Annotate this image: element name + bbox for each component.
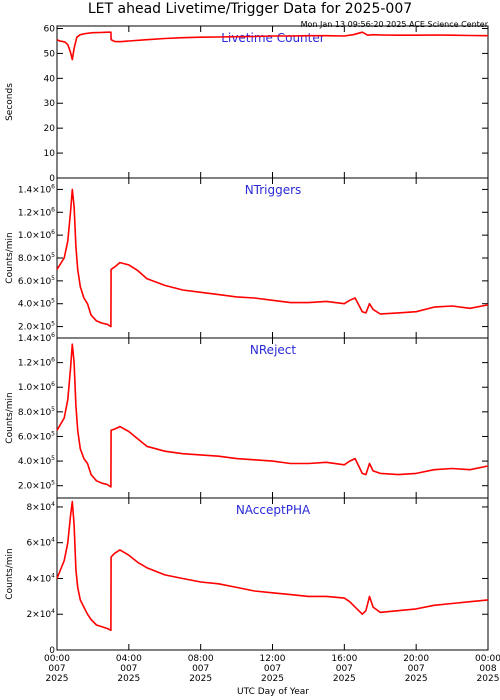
x-tick-label-doy: 007 xyxy=(336,664,353,674)
y-tick-exponent: 4 xyxy=(51,572,55,579)
x-tick-label-doy: 007 xyxy=(408,664,425,674)
panel-label: NReject xyxy=(250,343,296,357)
x-axis: 00:00007202504:00007202508:00007202512:0… xyxy=(44,654,500,684)
y-tick-label: 6.0×105 xyxy=(18,275,55,287)
plot-frame xyxy=(56,497,489,651)
y-tick-exponent: 5 xyxy=(51,252,55,259)
y-tick-label: 1.0×106 xyxy=(18,229,55,241)
x-tick-label-doy: 007 xyxy=(48,664,65,674)
plot-frame xyxy=(56,177,489,339)
y-tick-exponent: 4 xyxy=(51,608,55,615)
y-tick-label: 60 xyxy=(44,24,56,34)
y-tick-label: 40 xyxy=(44,74,56,84)
x-tick-label-year: 2025 xyxy=(46,674,69,684)
y-axis-label: Counts/min xyxy=(5,232,15,283)
panel-label: Livetime Counter xyxy=(221,31,324,45)
x-tick-label-time: 16:00 xyxy=(331,654,357,664)
plot-frame xyxy=(56,337,489,499)
y-tick-exponent: 5 xyxy=(51,321,55,328)
y-axis-label: Seconds xyxy=(5,83,15,121)
y-tick-label: 1.4×106 xyxy=(18,183,55,195)
y-tick-label: 50 xyxy=(44,49,56,59)
y-tick-label: 1.2×106 xyxy=(18,206,55,218)
x-tick-label-doy: 007 xyxy=(192,664,209,674)
y-tick-exponent: 6 xyxy=(51,206,55,213)
x-tick-label-year: 2025 xyxy=(477,674,500,684)
x-tick-label-year: 2025 xyxy=(117,674,140,684)
x-tick-label-time: 12:00 xyxy=(260,654,286,664)
y-tick-label: 4.0×105 xyxy=(18,455,55,467)
series-line-livetime xyxy=(56,31,489,61)
panel-nreject: 2.0×105 4.0×105 6.0×105 8.0×105 1.0×106 1.2×1… xyxy=(5,332,489,499)
x-tick-label-doy: 008 xyxy=(479,664,496,674)
y-tick-label: 6×104 xyxy=(26,537,55,549)
y-tick-label: 1.2×106 xyxy=(18,357,55,369)
y-tick-exponent: 6 xyxy=(51,332,55,339)
x-tick-label-doy: 007 xyxy=(264,664,281,674)
y-tick-exponent: 5 xyxy=(51,455,55,462)
panel-nacceptpha: 0 2×104 4×104 6×104 8×104 Counts/min NAcceptPH… xyxy=(5,497,489,656)
y-tick-label: 0 xyxy=(49,646,55,656)
y-tick-label: 10 xyxy=(44,149,56,159)
plot-frame xyxy=(56,25,489,179)
y-tick-exponent: 6 xyxy=(51,381,55,388)
panel-ntriggers: 2.0×105 4.0×105 6.0×105 8.0×105 1.0×106 1.2×1… xyxy=(5,177,489,339)
y-tick-exponent: 5 xyxy=(51,298,55,305)
y-tick-label: 2.0×105 xyxy=(18,321,55,333)
y-tick-label: 2.0×105 xyxy=(18,480,55,492)
series-line-nacceptpha xyxy=(56,500,489,632)
x-tick-label-time: 20:00 xyxy=(403,654,429,664)
y-tick-label: 0 xyxy=(49,174,55,184)
y-tick-exponent: 5 xyxy=(51,480,55,487)
x-tick-label-time: 00:00 xyxy=(475,654,500,664)
timestamp: Mon Jan 13 09:56:20 2025 ACE Science Cen… xyxy=(301,20,489,29)
y-tick-label: 4.0×105 xyxy=(18,298,55,310)
panel-label: NAcceptPHA xyxy=(236,503,311,517)
x-tick-label-time: 08:00 xyxy=(188,654,214,664)
figure-title: LET ahead Livetime/Trigger Data for 2025… xyxy=(88,1,412,17)
y-tick-exponent: 5 xyxy=(51,275,55,282)
y-tick-exponent: 6 xyxy=(51,183,55,190)
y-axis-label: Counts/min xyxy=(5,548,15,599)
y-tick-exponent: 4 xyxy=(51,537,55,544)
x-tick-label-year: 2025 xyxy=(333,674,356,684)
x-axis-label: UTC Day of Year xyxy=(237,687,309,697)
x-tick-label-time: 04:00 xyxy=(116,654,142,664)
y-axis-label: Counts/min xyxy=(5,392,15,443)
x-tick-label-year: 2025 xyxy=(405,674,428,684)
y-tick-label: 8.0×105 xyxy=(18,406,55,418)
y-tick-label: 8×104 xyxy=(26,501,55,513)
x-tick-label-year: 2025 xyxy=(189,674,212,684)
y-tick-label: 8.0×105 xyxy=(18,252,55,264)
y-tick-label: 1.0×106 xyxy=(18,381,55,393)
panel-livetime: 0 10 20 30 40 50 60 Seconds Livetime Counter xyxy=(5,24,489,184)
series-line-ntriggers xyxy=(56,188,489,328)
y-tick-label: 20 xyxy=(44,124,56,134)
x-tick-label-time: 00:00 xyxy=(44,654,70,664)
y-tick-exponent: 5 xyxy=(51,406,55,413)
y-tick-label: 1.4×106 xyxy=(18,332,55,344)
y-tick-label: 4×104 xyxy=(26,572,55,584)
panel-label: NTriggers xyxy=(245,183,302,197)
y-tick-label: 30 xyxy=(44,99,56,109)
y-tick-exponent: 6 xyxy=(51,357,55,364)
y-tick-exponent: 5 xyxy=(51,430,55,437)
y-tick-exponent: 6 xyxy=(51,229,55,236)
x-tick-label-year: 2025 xyxy=(261,674,284,684)
y-tick-label: 2×104 xyxy=(26,608,55,620)
y-tick-exponent: 4 xyxy=(51,501,55,508)
x-tick-label-doy: 007 xyxy=(120,664,137,674)
y-tick-label: 6.0×105 xyxy=(18,430,55,442)
series-line-nreject xyxy=(56,343,489,488)
